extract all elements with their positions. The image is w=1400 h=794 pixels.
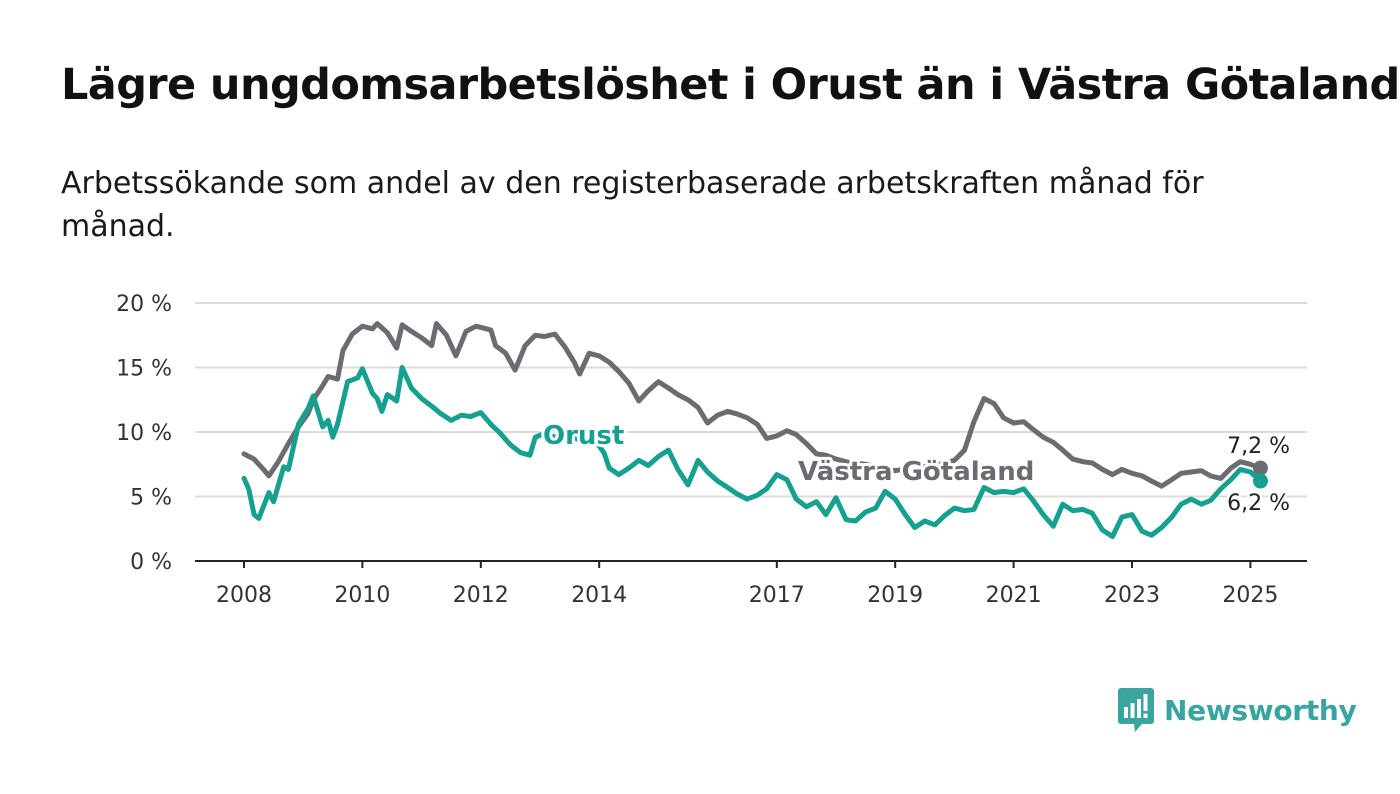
y-tick-label: 10 % [116,421,172,446]
x-tick-label: 2021 [986,583,1042,608]
x-tick-label: 2014 [571,583,627,608]
x-tick-label: 2012 [453,583,509,608]
end-value-label-vastra-gotaland: 7,2 % [1227,434,1290,459]
series-line-vastra-gotaland [241,321,1263,489]
x-tick-label: 2023 [1104,583,1160,608]
x-tick-label: 2019 [867,583,923,608]
chart-title: Lägre ungdomsarbetslöshet i Orust än i V… [61,60,1400,110]
series-line-orust [241,365,1263,539]
chart-subtitle: Arbetssökande som andel av den registerb… [61,166,1204,244]
y-tick-label: 20 % [116,292,172,317]
series-label-vastra-gotaland: Västra Götaland [798,457,1034,487]
line-chart: 0 % 5 % 10 % 15 % 20 % 2008 2010 2012 2014 2017 20… [116,292,1307,608]
series-end-marker-vastra-gotaland [1252,460,1268,476]
series-label-orust: Orust [543,421,624,451]
brand-logo: Newsworthy [1118,686,1357,734]
y-tick-label: 5 % [130,486,172,511]
x-tick-label: 2017 [749,583,805,608]
series-end-marker-orust [1252,473,1268,489]
end-value-label-orust: 6,2 % [1227,491,1290,516]
x-tick-label: 2010 [334,583,390,608]
newsworthy-logo-icon [1118,688,1154,732]
x-tick-label: 2025 [1222,583,1278,608]
y-tick-label: 15 % [116,357,172,382]
y-tick-label: 0 % [130,550,172,575]
x-tick-label: 2008 [216,583,272,608]
brand-name: Newsworthy [1164,693,1357,727]
